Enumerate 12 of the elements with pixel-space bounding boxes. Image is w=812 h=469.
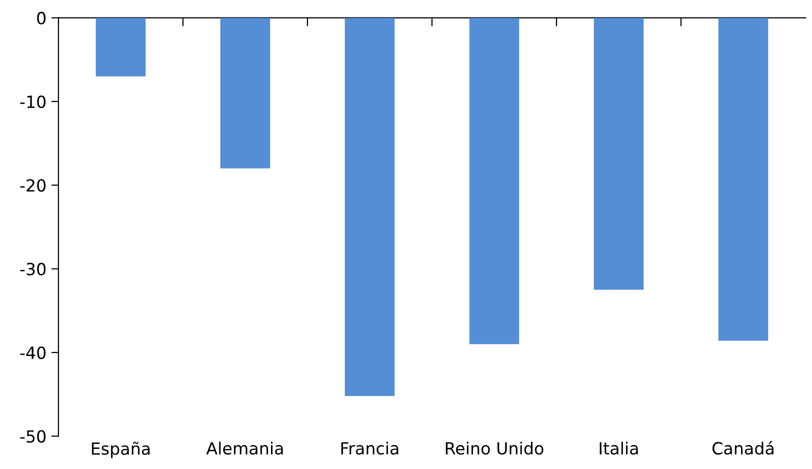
y-tick-label: -30 (20, 262, 46, 276)
x-tick-label: Alemania (206, 442, 283, 455)
y-tick-label: 0 (37, 12, 46, 24)
y-tick-label: -50 (20, 430, 46, 443)
y-tick-label: -10 (20, 95, 46, 108)
y-tick-label: -40 (20, 346, 46, 360)
x-tick-label: Francia (341, 442, 398, 455)
x-tick-label: Italia (600, 442, 638, 455)
x-tick-label: Reino Unido (446, 442, 544, 455)
x-tick-label: Canadá (712, 441, 774, 455)
y-tick-label: -20 (20, 179, 46, 192)
x-tick-label: España (92, 442, 150, 458)
